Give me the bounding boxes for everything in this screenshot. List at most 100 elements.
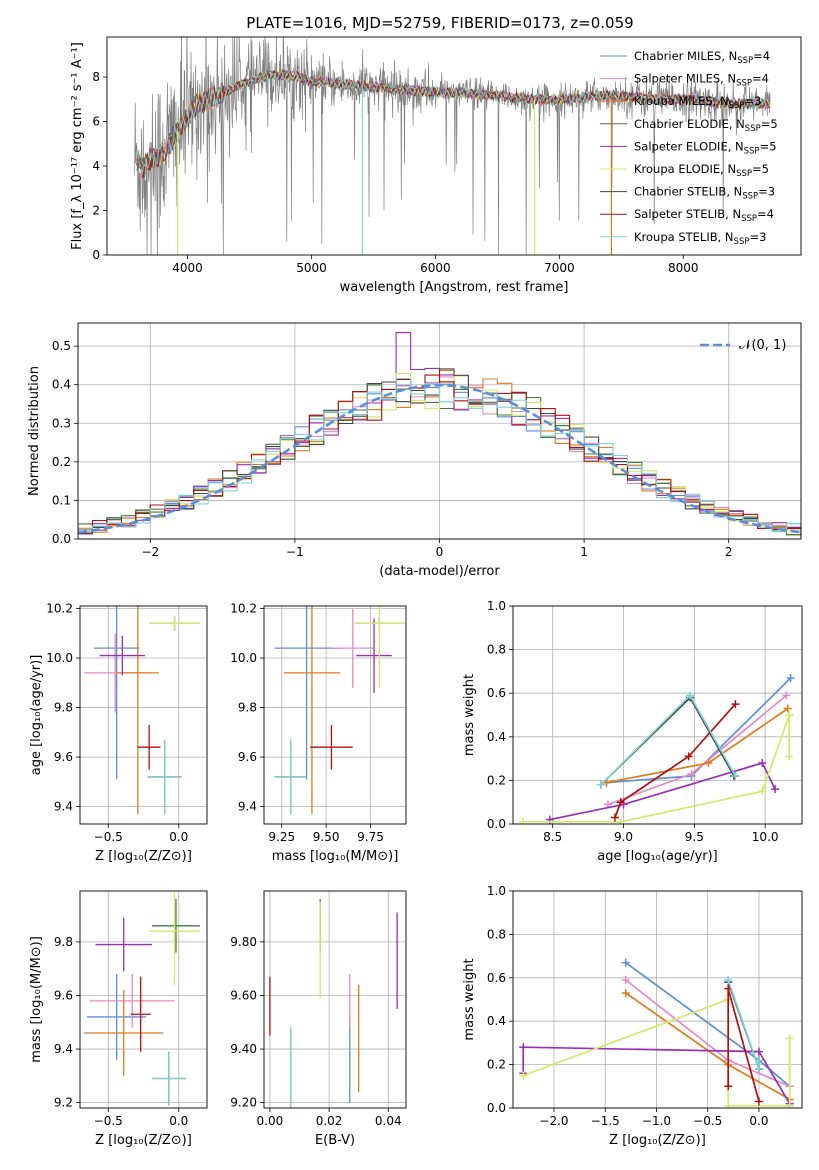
x-tick-label: 0 (436, 545, 444, 559)
weight-point-kroupa-elodie (616, 817, 625, 824)
legend-label-count: =5 (760, 139, 777, 153)
legend-label: Kroupa STELIB, NSSP=3 (634, 230, 766, 247)
weight-point-salpeter-miles (782, 691, 791, 700)
y-tick-label: 9.8 (238, 701, 257, 715)
y-tick-label: 0.6 (487, 686, 506, 700)
weight-point-kroupa-elodie (785, 752, 794, 761)
weight-point-kroupa-stelib (596, 780, 605, 789)
x-tick-label: 9.75 (357, 830, 384, 844)
legend-label-count: =5 (761, 117, 778, 131)
y-tick-label: 0.6 (487, 971, 506, 985)
weight-point-salpeter-stelib (611, 813, 619, 822)
x-tick-label: 2 (725, 545, 733, 559)
x-axis-label: Z [log₁₀(Z/Z⊙)] (95, 849, 192, 864)
legend-label-count: =5 (752, 162, 769, 176)
x-tick-label: 9.25 (268, 830, 295, 844)
residuals-content (78, 332, 801, 538)
weight-point-chabrier-miles (786, 673, 795, 682)
y-tick-label: 0.3 (52, 416, 71, 430)
x-tick-label: 8000 (668, 261, 699, 275)
x-tick-label: 9.50 (313, 830, 340, 844)
y-tick-label: 1.0 (487, 599, 506, 613)
errorbar-content (274, 606, 405, 815)
x-tick-label: −1 (286, 545, 304, 559)
histogram-kroupa-miles (78, 369, 801, 536)
legend-label-subscript: SSP (736, 79, 752, 89)
weight-point-kroupa-stelib (724, 975, 733, 984)
errorbar-content (84, 606, 200, 815)
y-tick-label: 10.0 (46, 651, 73, 665)
histogram-kroupa-elodie (78, 372, 801, 538)
x-tick-label: 6000 (420, 261, 451, 275)
legend-label: Chabrier ELODIE, NSSP=5 (634, 117, 778, 134)
weight-point-kroupa-elodie (785, 1101, 794, 1108)
y-tick-label: 9.80 (230, 935, 257, 949)
y-axis-label: mass [log₁₀(M/M⊙)] (29, 936, 44, 1063)
legend-label-subscript: SSP (742, 192, 758, 202)
x-tick-label: 0.0 (169, 1114, 188, 1128)
y-axis-label: age [log₁₀(age/yr)] (29, 655, 44, 776)
weight-point-kroupa-stelib (731, 772, 740, 781)
x-axis-label: (data-model)/error (379, 564, 500, 579)
weights-content (519, 958, 794, 1108)
legend-label-count: =3 (758, 185, 775, 199)
x-tick-label: 5000 (296, 261, 327, 275)
x-tick-label: 4000 (172, 261, 203, 275)
histogram-salpeter-stelib (78, 374, 801, 537)
x-axis-label: Z [log₁₀(Z/Z⊙)] (95, 1133, 192, 1148)
legend-label-subscript: SSP (729, 101, 745, 111)
weight-point-salpeter-stelib (616, 798, 625, 807)
weight-point-chabrier-miles (621, 958, 630, 967)
x-tick-label: 0.0 (169, 830, 188, 844)
weights-content (518, 673, 795, 824)
axes-frame (512, 890, 803, 1109)
legend-label-subscript: SSP (734, 237, 750, 247)
weight-point-salpeter-stelib (731, 700, 740, 709)
weight-point-salpeter-miles (621, 975, 630, 984)
legend-label: Salpeter STELIB, NSSP=4 (634, 207, 774, 224)
histogram-chabrier-stelib (78, 368, 801, 534)
y-tick-label: 9.4 (54, 800, 73, 814)
y-tick-label: 0.0 (487, 817, 506, 831)
spectrum-panel: 4000 5000 6000 7000 8000 0 2 4 6 8 wavelength [Ang… (70, 36, 802, 295)
y-tick-label: 6 (92, 115, 100, 129)
x-tick-label: 1 (580, 545, 588, 559)
weight-line-kroupa-stelib (727, 979, 760, 1070)
histogram-salpeter-miles (78, 376, 801, 535)
weight-point-kroupa-elodie (785, 711, 794, 719)
weight-point-salpeter-stelib (724, 1082, 733, 1091)
legend-label: Salpeter MILES, NSSP=4 (634, 72, 769, 89)
y-tick-label: 2 (92, 204, 100, 218)
weight-point-kroupa-miles (783, 704, 792, 713)
y-tick-label: 1.0 (487, 884, 506, 898)
y-tick-label: 9.40 (230, 1042, 257, 1056)
weight-point-salpeter-miles (687, 769, 696, 778)
weight-line-salpeter-stelib (614, 703, 737, 818)
x-axis-label: E(B-V) (315, 1133, 355, 1148)
y-tick-label: 9.6 (54, 988, 73, 1002)
weight-point-kroupa-elodie (785, 1034, 794, 1043)
x-tick-label: 0.00 (257, 1114, 284, 1128)
x-tick-label: 9.0 (614, 830, 633, 844)
legend-label-subscript: SSP (745, 124, 761, 134)
x-tick-label: 10.0 (752, 830, 779, 844)
y-tick-label: 9.8 (54, 701, 73, 715)
y-axis-label: Flux [f_λ 10⁻¹⁷ erg cm⁻² s⁻¹ A⁻¹] (70, 42, 85, 250)
y-tick-label: 0 (92, 248, 100, 262)
axes-frame (77, 322, 802, 540)
y-tick-label: 10.2 (230, 601, 257, 615)
y-tick-label: 9.60 (230, 988, 257, 1002)
mass-age-panel: 9.25 9.50 9.75 9.4 9.6 9.8 10.0 10.2 mass [log₁₀… (230, 601, 407, 864)
spectrum-content (133, 37, 771, 255)
normal-curve (78, 383, 801, 534)
y-tick-label: 9.4 (238, 800, 257, 814)
x-tick-label: −2 (141, 545, 159, 559)
y-tick-label: 4 (92, 159, 100, 173)
legend-label-subscript: SSP (744, 146, 760, 156)
y-tick-label: 9.2 (54, 1096, 73, 1110)
y-tick-label: 0.0 (52, 532, 71, 546)
x-tick-label: 0.04 (375, 1114, 402, 1128)
y-tick-label: 0.2 (487, 1058, 506, 1072)
histogram-chabrier-miles (78, 383, 801, 533)
